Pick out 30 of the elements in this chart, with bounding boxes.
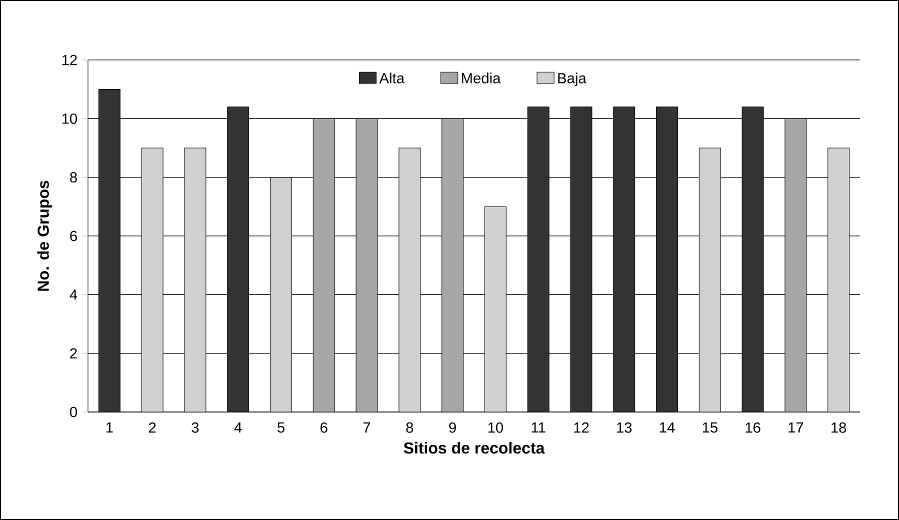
- y-tick-label: 12: [62, 54, 77, 66]
- x-tick-label: 13: [617, 422, 632, 433]
- y-tick-label: 2: [70, 348, 77, 358]
- y-tick-label: 4: [70, 290, 78, 300]
- legend-label: Media: [462, 72, 501, 84]
- y-tick-label: 10: [62, 113, 77, 124]
- x-tick-label: 10: [488, 422, 504, 433]
- x-tick-label: 2: [148, 422, 156, 433]
- x-tick-label: 15: [702, 422, 718, 433]
- y-tick-label: 8: [70, 172, 77, 183]
- x-tick-label: 7: [363, 422, 370, 432]
- x-tick-label: 9: [449, 422, 456, 433]
- x-tick-label: 11: [532, 422, 546, 432]
- x-tick-label: 3: [192, 422, 199, 433]
- y-tick-label: 6: [70, 230, 77, 242]
- legend-label: Alta: [379, 72, 405, 84]
- x-tick-label: 1: [106, 422, 113, 432]
- x-axis-title: Sitios de recolecta: [404, 442, 545, 454]
- x-tick-label: 12: [574, 422, 589, 433]
- y-tick-label: 0: [70, 406, 77, 418]
- x-tick-label: 16: [746, 422, 760, 433]
- x-tick-label: 8: [406, 422, 414, 433]
- x-tick-label: 5: [278, 422, 284, 433]
- x-tick-label: 6: [320, 422, 328, 433]
- legend-label: Baja: [558, 72, 586, 86]
- x-tick-label: 14: [660, 422, 675, 432]
- x-tick-label: 4: [234, 422, 242, 432]
- x-tick-label: 18: [832, 422, 846, 433]
- y-axis-title: No. de Grupos: [37, 180, 52, 291]
- x-tick-label: 17: [788, 422, 804, 432]
